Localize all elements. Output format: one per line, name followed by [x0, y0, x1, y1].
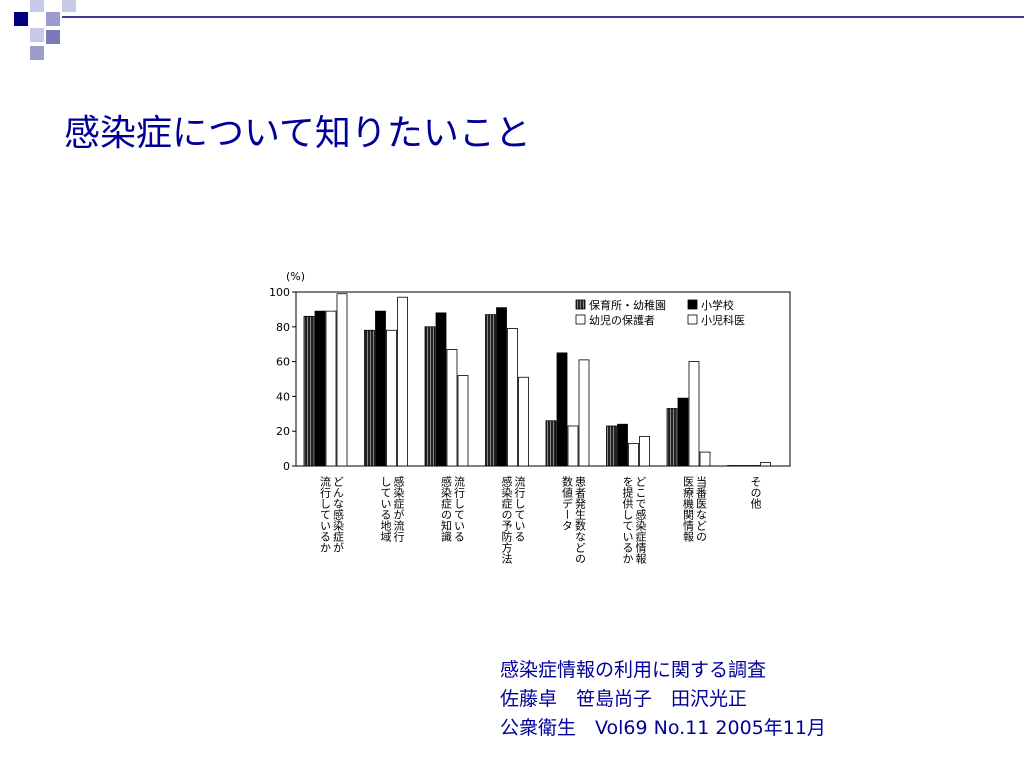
corner-square-6	[46, 30, 60, 44]
legend-swatch	[687, 314, 698, 325]
citation-journal: 公衆衛生 Vol69 No.11 2005年11月	[500, 717, 826, 739]
corner-square-5	[30, 28, 44, 42]
category-label: その他	[749, 476, 762, 509]
y-unit-label: (%)	[286, 270, 305, 283]
category-label: している地域	[379, 476, 392, 542]
bar	[314, 310, 326, 467]
legend-swatch	[575, 314, 586, 325]
category-label: 患者発生数などの	[574, 476, 587, 564]
bar	[496, 307, 507, 467]
citation-authors: 佐藤卓 笹島尚子 田沢光正	[500, 688, 748, 710]
y-tick-label: 60	[276, 356, 290, 369]
bar	[457, 375, 469, 467]
plot-frame	[295, 291, 791, 467]
bar	[325, 310, 337, 467]
bar	[507, 328, 518, 467]
bar	[364, 329, 375, 467]
bar	[666, 408, 678, 467]
bar	[545, 420, 557, 467]
corner-square-2	[30, 0, 44, 12]
legend-label: 保育所・幼稚園	[589, 298, 666, 312]
y-tick-label: 80	[276, 321, 290, 334]
corner-square-1	[14, 12, 28, 26]
bar	[435, 312, 447, 467]
bar	[518, 376, 529, 467]
bar	[556, 352, 568, 467]
bar	[606, 425, 617, 467]
category-label: 流行しているか	[319, 475, 332, 553]
bar	[617, 423, 628, 467]
category-label: 数値データ	[561, 476, 574, 531]
category-label: どんな感染症が	[332, 476, 345, 553]
bar	[628, 442, 639, 467]
bar	[303, 315, 315, 467]
y-tick-label: 0	[283, 460, 290, 473]
category-label: 感染症の知識	[440, 476, 453, 542]
bar	[567, 425, 579, 467]
bar	[397, 296, 408, 467]
bar	[446, 349, 458, 467]
legend-swatch	[687, 299, 698, 310]
y-tick-label: 100	[269, 286, 290, 299]
category-label: 感染症の予防方法	[500, 476, 513, 564]
citation: 感染症情報の利用に関する調査 佐藤卓 笹島尚子 田沢光正 公衆衛生 Vol69 …	[500, 656, 826, 743]
legend-label: 小児科医	[701, 313, 745, 327]
bar	[375, 310, 386, 467]
bar	[386, 329, 397, 467]
y-tick-label: 20	[276, 425, 290, 438]
bar	[738, 465, 749, 467]
legend-label: 幼児の保護者	[589, 313, 655, 327]
bar	[424, 326, 436, 467]
category-label: 流行している	[513, 475, 526, 542]
bar	[485, 314, 496, 467]
bar	[749, 465, 760, 467]
category-label: 流行している	[453, 475, 466, 542]
bar	[727, 465, 738, 467]
legend-swatch	[575, 299, 586, 310]
corner-square-4	[62, 0, 76, 12]
bar	[688, 361, 700, 467]
bar	[639, 436, 650, 467]
bar	[677, 397, 689, 467]
category-label: を提供しているか	[621, 476, 634, 564]
bar	[699, 451, 711, 467]
category-label: 感染症が流行	[392, 476, 405, 543]
corner-square-3	[46, 12, 60, 26]
category-label: 医療機関情報	[682, 476, 695, 543]
bar	[336, 293, 348, 467]
bar	[760, 462, 771, 467]
corner-square-7	[30, 46, 44, 60]
bar	[578, 359, 590, 467]
legend-label: 小学校	[701, 298, 734, 312]
slide-title: 感染症について知りたいこと	[64, 113, 531, 154]
title-rule	[62, 16, 1024, 18]
category-label: どこで感染症情報	[634, 476, 647, 565]
citation-survey-title: 感染症情報の利用に関する調査	[500, 659, 767, 681]
category-label: 当番医などの	[695, 475, 708, 542]
y-tick-label: 40	[276, 390, 290, 403]
